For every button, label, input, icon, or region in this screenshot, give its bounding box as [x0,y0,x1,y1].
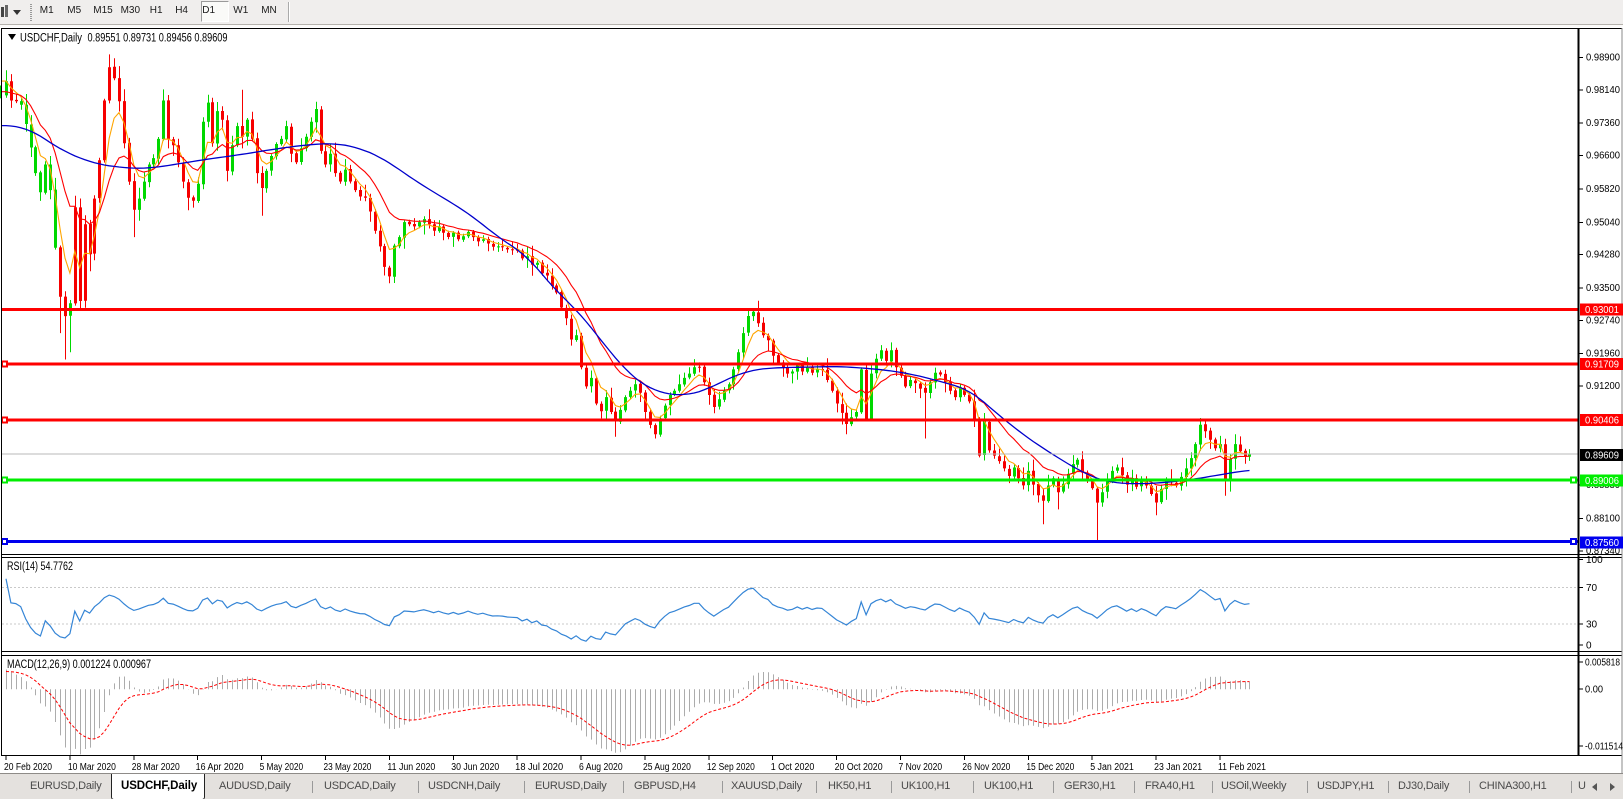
svg-text:11 Jun 2020: 11 Jun 2020 [387,762,435,773]
svg-text:11 Feb 2021: 11 Feb 2021 [1218,762,1266,773]
svg-text:16 Apr 2020: 16 Apr 2020 [196,762,244,773]
svg-text:0: 0 [1586,641,1592,652]
svg-text:20 Feb 2020: 20 Feb 2020 [4,762,52,773]
svg-text:30 Jun 2020: 30 Jun 2020 [451,762,499,773]
svg-text:0.91200: 0.91200 [1586,381,1620,392]
svg-text:6 Aug 2020: 6 Aug 2020 [579,762,623,773]
svg-text:0.89609: 0.89609 [1585,451,1619,462]
svg-text:5 Jan 2021: 5 Jan 2021 [1090,762,1134,773]
svg-text:18 Jul 2020: 18 Jul 2020 [515,762,563,773]
svg-text:0.98900: 0.98900 [1586,53,1620,64]
svg-text:0.94280: 0.94280 [1586,250,1620,261]
svg-text:0.87560: 0.87560 [1585,538,1619,549]
svg-text:25 Aug 2020: 25 Aug 2020 [643,762,691,773]
svg-text:0.88100: 0.88100 [1586,514,1620,525]
svg-text:15 Dec 2020: 15 Dec 2020 [1026,762,1074,773]
svg-text:0.96600: 0.96600 [1586,151,1620,162]
svg-text:0.89006: 0.89006 [1585,476,1619,487]
svg-text:0.92740: 0.92740 [1586,315,1620,326]
svg-text:0.87340: 0.87340 [1586,546,1620,557]
svg-text:12 Sep 2020: 12 Sep 2020 [707,762,755,773]
svg-text:70: 70 [1586,583,1598,594]
svg-text:28 Mar 2020: 28 Mar 2020 [132,762,180,773]
svg-text:100: 100 [1586,555,1603,566]
svg-text:26 Nov 2020: 26 Nov 2020 [962,762,1010,773]
svg-text:0.90406: 0.90406 [1585,416,1619,427]
svg-text:0.95820: 0.95820 [1586,184,1620,195]
svg-text:0.97360: 0.97360 [1586,118,1620,129]
svg-text:23 Jan 2021: 23 Jan 2021 [1154,762,1202,773]
svg-text:USDCHF,Daily: USDCHF,Daily [20,33,82,45]
svg-text:7 Nov 2020: 7 Nov 2020 [899,762,943,773]
svg-text:0.91960: 0.91960 [1586,349,1620,360]
svg-text:0.95040: 0.95040 [1586,217,1620,228]
svg-text:-0.011514: -0.011514 [1585,742,1623,753]
svg-text:20 Oct 2020: 20 Oct 2020 [835,762,883,773]
svg-text:0.93500: 0.93500 [1586,283,1620,294]
svg-text:23 May 2020: 23 May 2020 [323,762,371,773]
svg-text:30: 30 [1586,619,1598,630]
svg-text:0.91709: 0.91709 [1585,360,1619,371]
svg-text:0.93001: 0.93001 [1585,305,1619,316]
svg-text:10 Mar 2020: 10 Mar 2020 [68,762,116,773]
svg-text:5 May 2020: 5 May 2020 [260,762,304,773]
svg-text:RSI(14) 54.7762: RSI(14) 54.7762 [7,561,73,573]
svg-text:0.89551 0.89731 0.89456 0.8960: 0.89551 0.89731 0.89456 0.89609 [88,33,228,45]
svg-text:0.98140: 0.98140 [1586,85,1620,96]
svg-text:0.005818: 0.005818 [1585,658,1620,669]
svg-text:1 Oct 2020: 1 Oct 2020 [771,762,815,773]
svg-text:MACD(12,26,9) 0.001224 0.00096: MACD(12,26,9) 0.001224 0.000967 [7,659,151,671]
svg-text:0.00: 0.00 [1585,685,1603,696]
